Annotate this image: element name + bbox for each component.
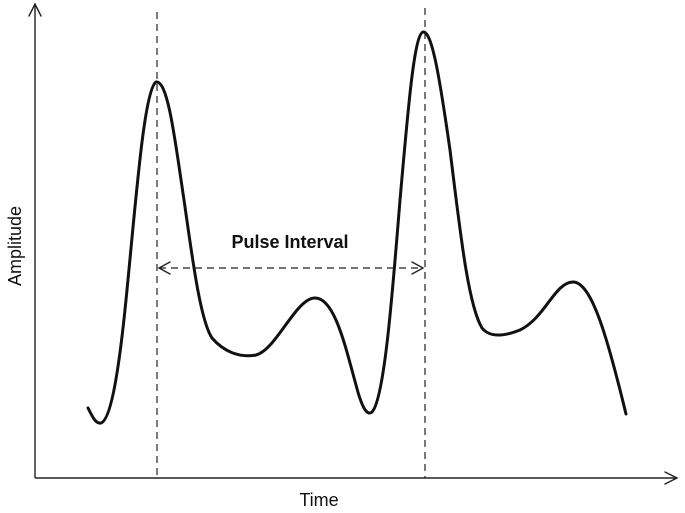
x-axis xyxy=(35,471,679,485)
x-axis-label: Time xyxy=(299,490,338,510)
pulse-interval-label: Pulse Interval xyxy=(231,232,348,252)
interval-arrowhead-left xyxy=(157,261,171,275)
pulse-interval-arrow xyxy=(157,261,425,275)
y-axis-label: Amplitude xyxy=(5,206,25,286)
interval-arrowhead-right xyxy=(411,261,425,275)
pulse-waveform xyxy=(86,30,628,425)
y-axis xyxy=(28,2,42,478)
